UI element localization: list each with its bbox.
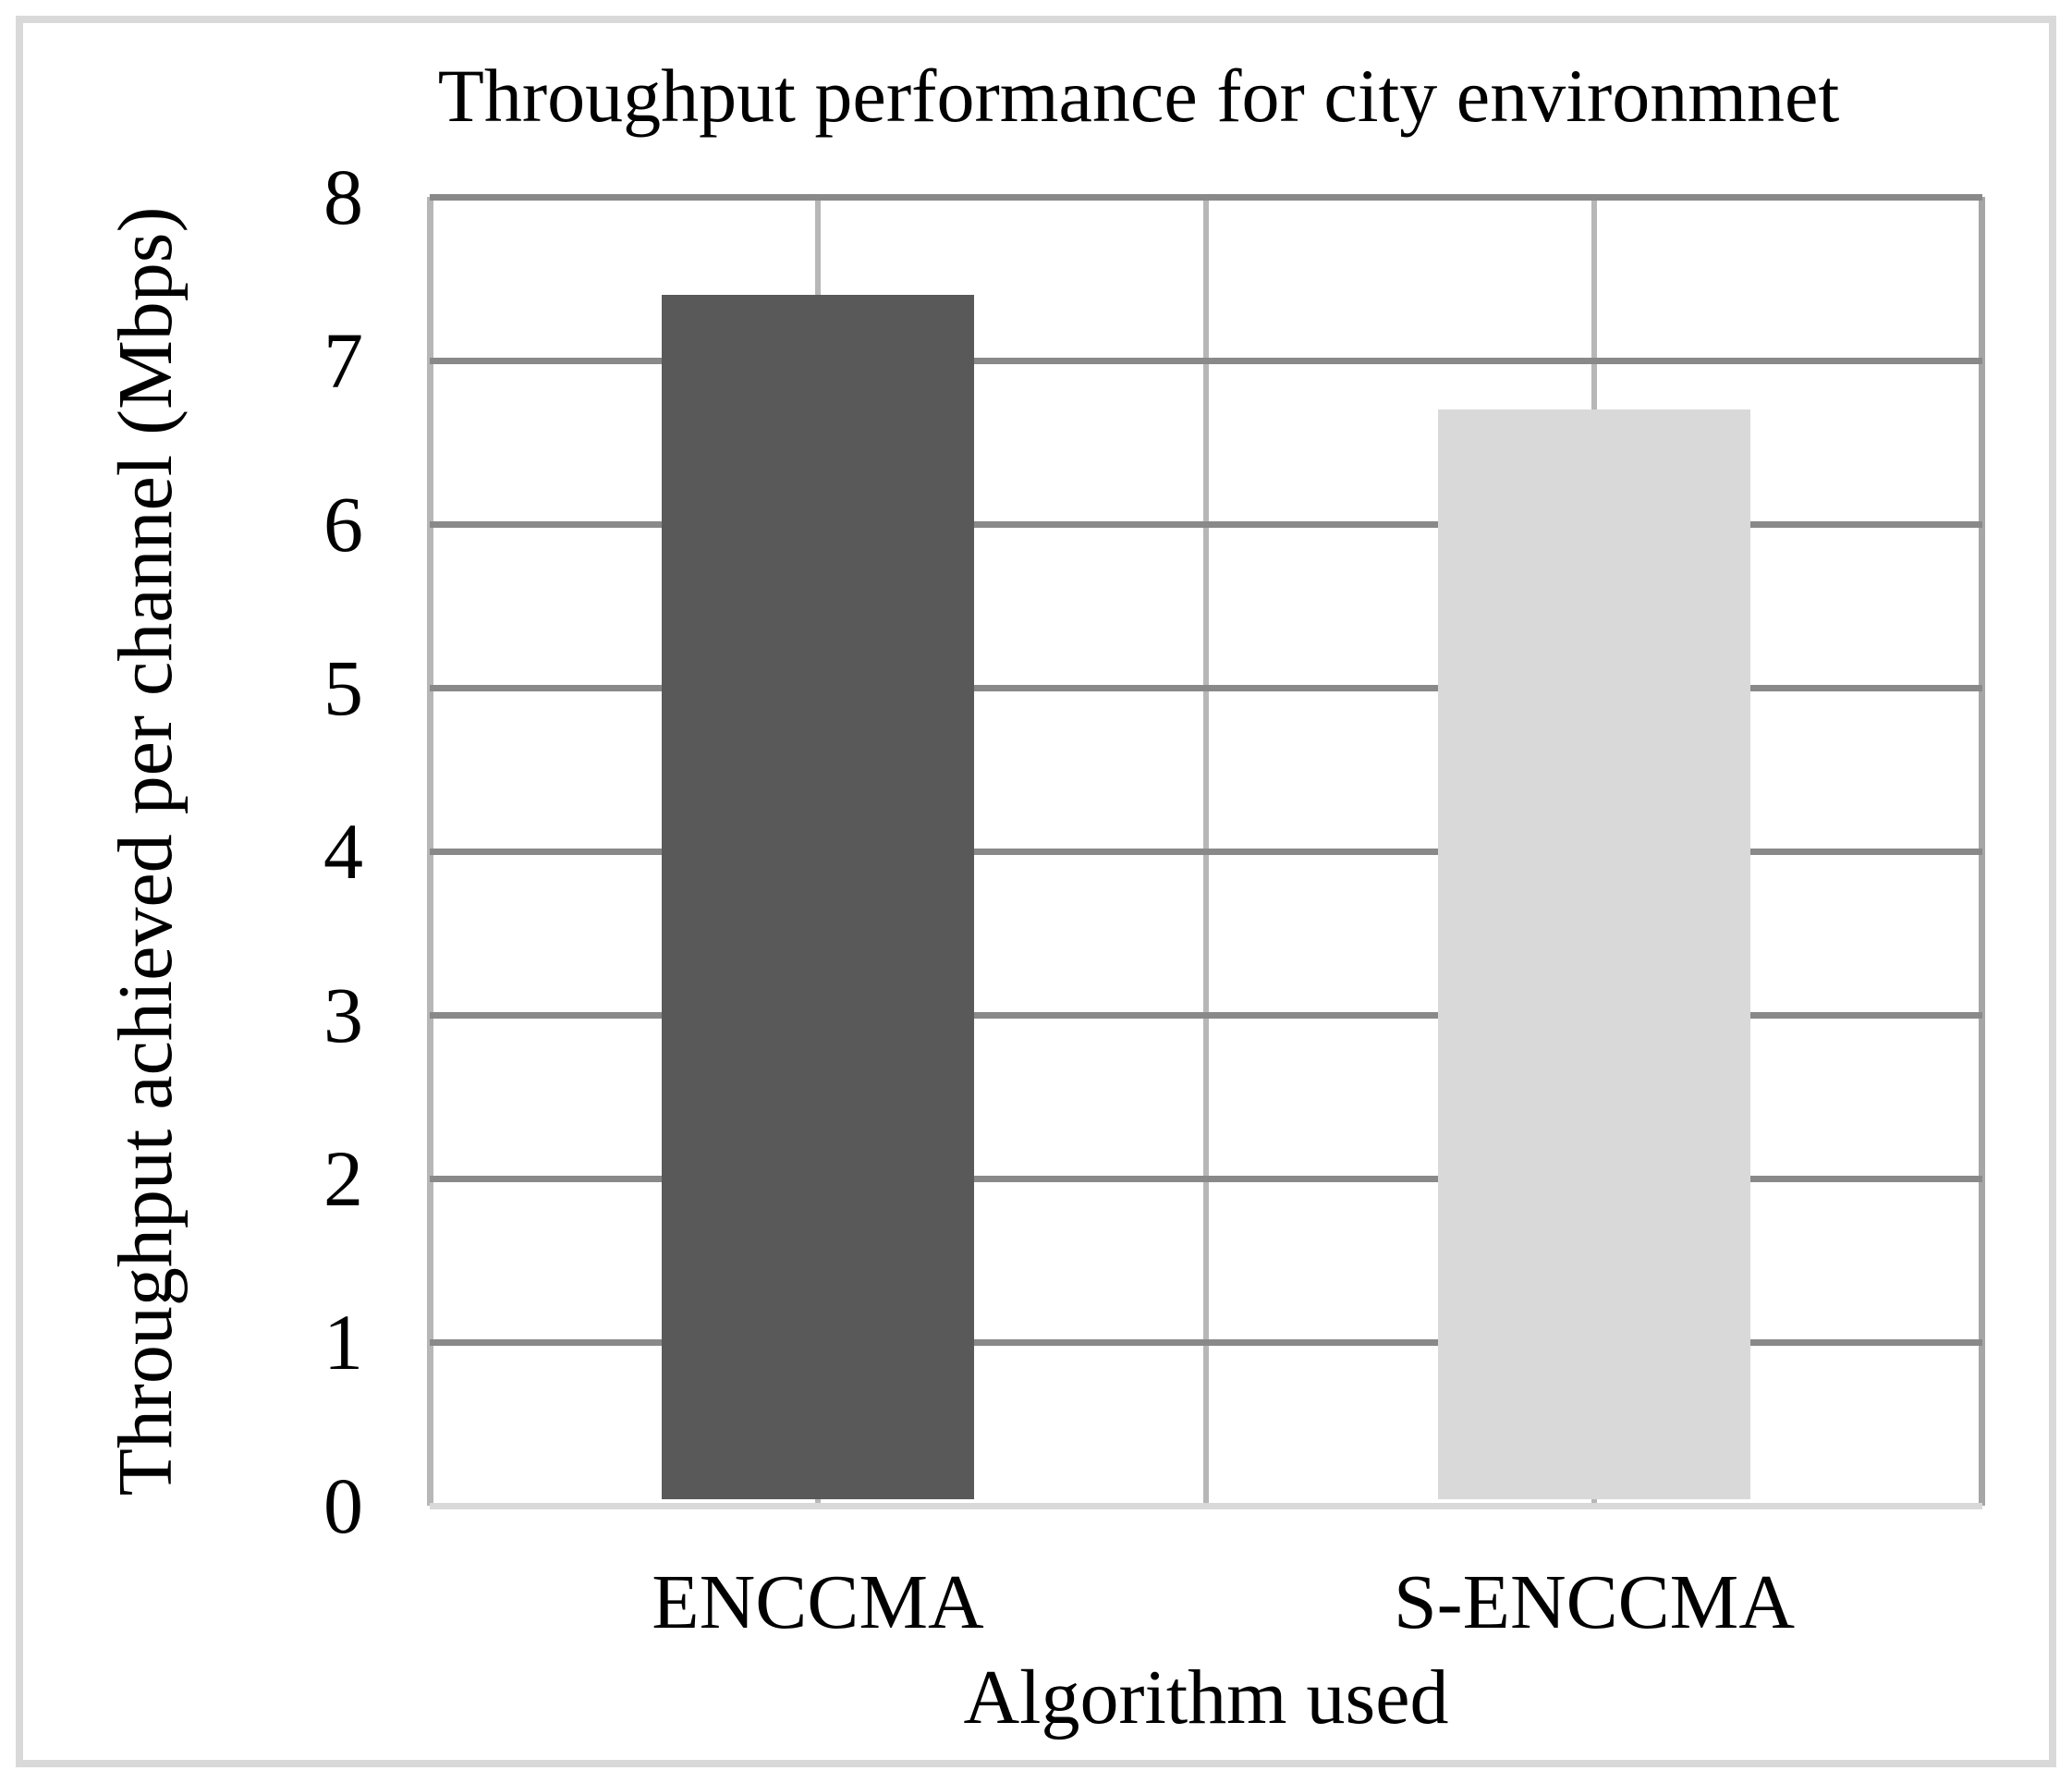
x-axis-title: Algorithm used (963, 1655, 1449, 1740)
bar-enccma (662, 295, 974, 1499)
y-tick-label: 3 (323, 971, 363, 1059)
x-category-label: S-ENCCMA (1393, 1559, 1796, 1645)
y-tick-label: 0 (323, 1461, 363, 1550)
y-tick-label: 1 (323, 1298, 363, 1386)
gridline-horizontal (430, 1012, 1982, 1019)
gridline-horizontal (430, 1176, 1982, 1182)
gridline-horizontal (430, 849, 1982, 855)
gridline-horizontal (430, 358, 1982, 364)
gridline-horizontal (430, 1339, 1982, 1346)
y-tick-label: 5 (323, 643, 363, 732)
gridline-horizontal (430, 521, 1982, 528)
bar-s-enccma (1438, 409, 1750, 1499)
y-tick-label: 4 (323, 807, 363, 896)
plot-area: Throughput achieved per channel (Mbps) A… (103, 157, 1985, 1737)
gridline-horizontal (430, 685, 1982, 691)
x-category-label: ENCCMA (652, 1559, 984, 1645)
gridline-horizontal (430, 194, 1982, 201)
chart-title: Throughput performance for city environm… (437, 54, 1840, 138)
y-tick-label: 8 (323, 153, 363, 241)
axis-baseline (430, 1503, 1982, 1509)
y-tick-label: 7 (323, 316, 363, 405)
y-tick-label: 2 (323, 1134, 363, 1223)
y-tick-label: 6 (323, 480, 363, 568)
